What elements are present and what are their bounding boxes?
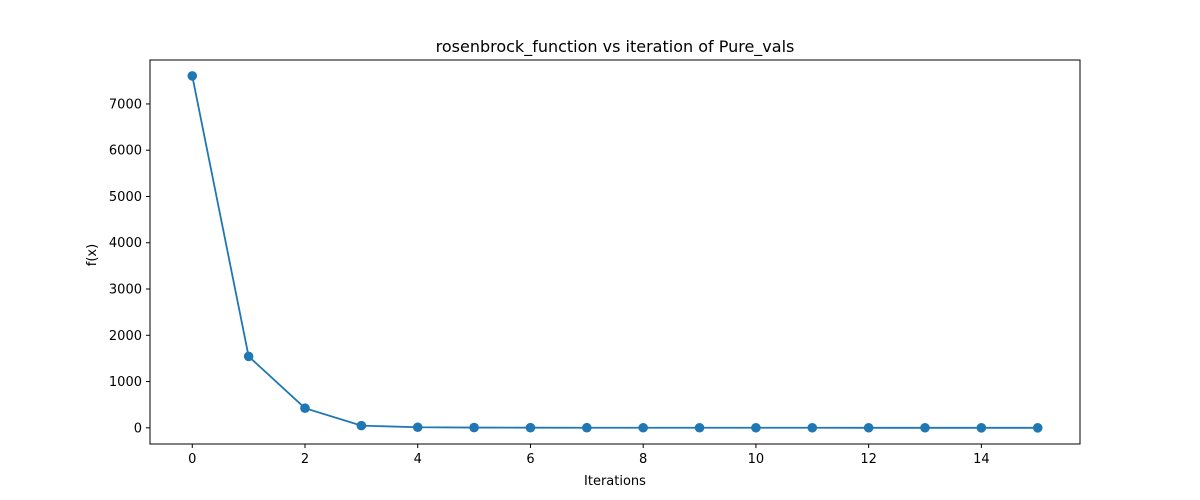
x-axis: 0 2 4 6 8 10 12 14 — [188, 444, 990, 467]
y-axis-label: f(x) — [85, 244, 100, 266]
data-point — [807, 422, 818, 433]
data-point — [863, 422, 874, 433]
y-tick-label: 7000 — [109, 97, 142, 112]
data-point — [638, 422, 648, 433]
y-tick-label: 1000 — [109, 375, 142, 390]
x-axis-label: Iterations — [584, 474, 646, 489]
data-point — [243, 351, 254, 362]
data-point — [694, 422, 705, 433]
chart-title: rosenbrock_function vs iteration of Pure… — [436, 37, 795, 57]
y-tick-label: 3000 — [109, 283, 142, 298]
plot-area — [149, 59, 1081, 445]
y-tick-label: 5000 — [109, 190, 142, 205]
data-point — [300, 403, 310, 413]
x-tick-label: 0 — [188, 452, 196, 467]
data-point — [187, 71, 198, 81]
data-point — [1032, 423, 1043, 433]
x-tick-label: 12 — [860, 452, 877, 467]
data-point — [412, 422, 423, 433]
series-layer — [187, 71, 1043, 433]
x-tick-label: 8 — [639, 452, 647, 467]
y-tick-label: 6000 — [109, 144, 142, 159]
data-point — [976, 422, 987, 433]
plot-frame — [149, 59, 1081, 445]
data-point — [469, 422, 479, 433]
x-tick-label: 6 — [526, 452, 534, 467]
x-tick-label: 4 — [414, 452, 422, 467]
data-point — [582, 422, 592, 433]
x-tick-label: 14 — [973, 452, 990, 467]
x-tick-label: 2 — [301, 452, 309, 467]
y-tick-label: 2000 — [109, 329, 142, 344]
data-point — [751, 422, 761, 433]
series-line — [191, 75, 1038, 429]
data-point — [525, 422, 536, 433]
data-point — [356, 420, 367, 431]
x-tick-label: 10 — [748, 452, 765, 467]
y-axis: 0 1000 2000 3000 4000 5000 6000 7000 — [109, 97, 150, 436]
data-point — [920, 422, 930, 433]
y-tick-label: 0 — [134, 421, 142, 436]
y-tick-label: 4000 — [109, 236, 142, 251]
